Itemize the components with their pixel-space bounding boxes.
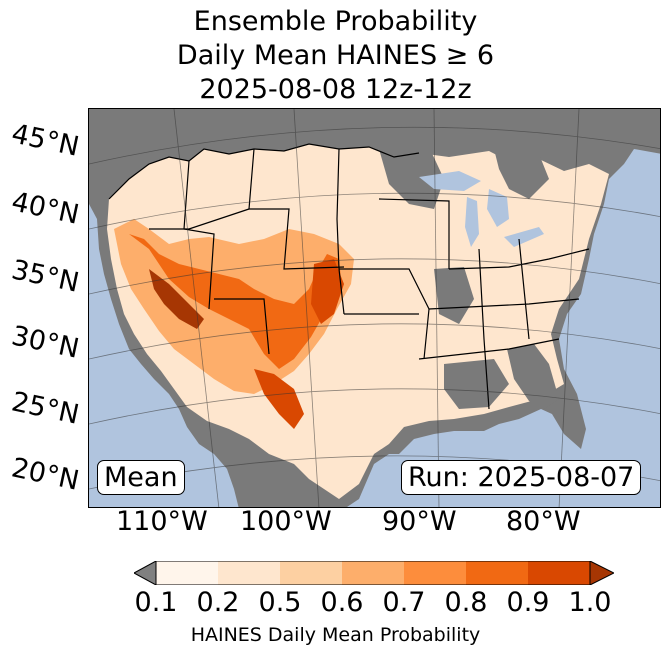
- prob-region-max-3: [311, 259, 344, 324]
- missing-gap-gulf: [444, 359, 509, 409]
- prob-region-max: [149, 269, 204, 329]
- colorbar: [134, 561, 614, 585]
- run-box: Run: 2025-08-07: [401, 460, 642, 495]
- border-line: [336, 148, 345, 315]
- lat-label-40: 40°N: [8, 186, 82, 231]
- lat-line-35: [89, 258, 660, 295]
- title-line-3: 2025-08-08 12z-12z: [199, 74, 472, 105]
- border-line: [428, 298, 580, 310]
- lat-line-40: [89, 192, 660, 230]
- lon-line-80: [558, 109, 580, 507]
- colorbar-over-arrow: [589, 561, 614, 585]
- prob-region-high: [129, 234, 341, 369]
- lat-label-45: 45°N: [8, 118, 82, 163]
- missing-gap-midsouth: [434, 267, 474, 324]
- probability-map: [88, 108, 661, 508]
- border-line: [214, 298, 270, 355]
- colorbar-segment: [404, 561, 466, 585]
- cbar-tick-5: 0.8: [444, 587, 488, 618]
- colorbar-outline: [155, 561, 591, 585]
- colorbar-segment: [156, 561, 218, 585]
- border-line: [448, 248, 590, 270]
- great-lake-erie: [504, 227, 544, 247]
- colorbar-segment: [342, 561, 404, 585]
- border-line: [108, 143, 420, 200]
- colorbar-segment: [528, 561, 590, 585]
- lat-label-25: 25°N: [8, 386, 82, 431]
- border-line: [518, 238, 530, 340]
- cbar-tick-1: 0.2: [196, 587, 240, 618]
- missing-gap-southeast: [507, 344, 559, 409]
- lat-line-45: [89, 126, 660, 165]
- lon-line-100: [293, 109, 320, 507]
- prob-region-max-2: [254, 369, 304, 429]
- colorbar-segment: [218, 561, 280, 585]
- missing-gap-northeast: [494, 149, 549, 199]
- lat-line-25: [89, 388, 660, 425]
- border-line: [149, 208, 250, 230]
- cbar-tick-7: 1.0: [568, 587, 612, 618]
- lat-label-20: 20°N: [8, 452, 82, 497]
- title-line-1: Ensemble Probability: [193, 6, 478, 37]
- colorbar-under-arrow: [134, 561, 157, 585]
- cbar-tick-6: 0.9: [506, 587, 550, 618]
- lon-label-80: 80°W: [506, 506, 581, 537]
- colorbar-segment: [466, 561, 528, 585]
- lon-label-90: 90°W: [382, 506, 457, 537]
- border-line: [339, 268, 430, 360]
- cbar-tick-4: 0.7: [382, 587, 426, 618]
- map-svg: [89, 109, 660, 507]
- great-lake-huron: [487, 189, 509, 227]
- lon-label-100: 100°W: [240, 506, 332, 537]
- border-line: [378, 198, 450, 269]
- cbar-tick-2: 0.5: [258, 587, 302, 618]
- lat-label-35: 35°N: [8, 254, 82, 299]
- lat-line-30: [89, 323, 660, 360]
- mean-box: Mean: [97, 460, 185, 495]
- prob-region-low: [107, 144, 609, 499]
- lon-line-110: [173, 109, 220, 507]
- border-line: [478, 248, 490, 410]
- great-lake-michigan: [465, 197, 479, 247]
- lon-line-90: [433, 109, 440, 507]
- colorbar-label: HAINES Daily Mean Probability: [190, 624, 481, 646]
- cbar-tick-3: 0.6: [320, 587, 364, 618]
- title-line-2: Daily Mean HAINES ≥ 6: [176, 40, 495, 71]
- colorbar-segment: [280, 561, 342, 585]
- border-line: [418, 338, 560, 360]
- lat-label-30: 30°N: [8, 320, 82, 365]
- lon-label-110: 110°W: [116, 506, 208, 537]
- cbar-tick-0: 0.1: [134, 587, 178, 618]
